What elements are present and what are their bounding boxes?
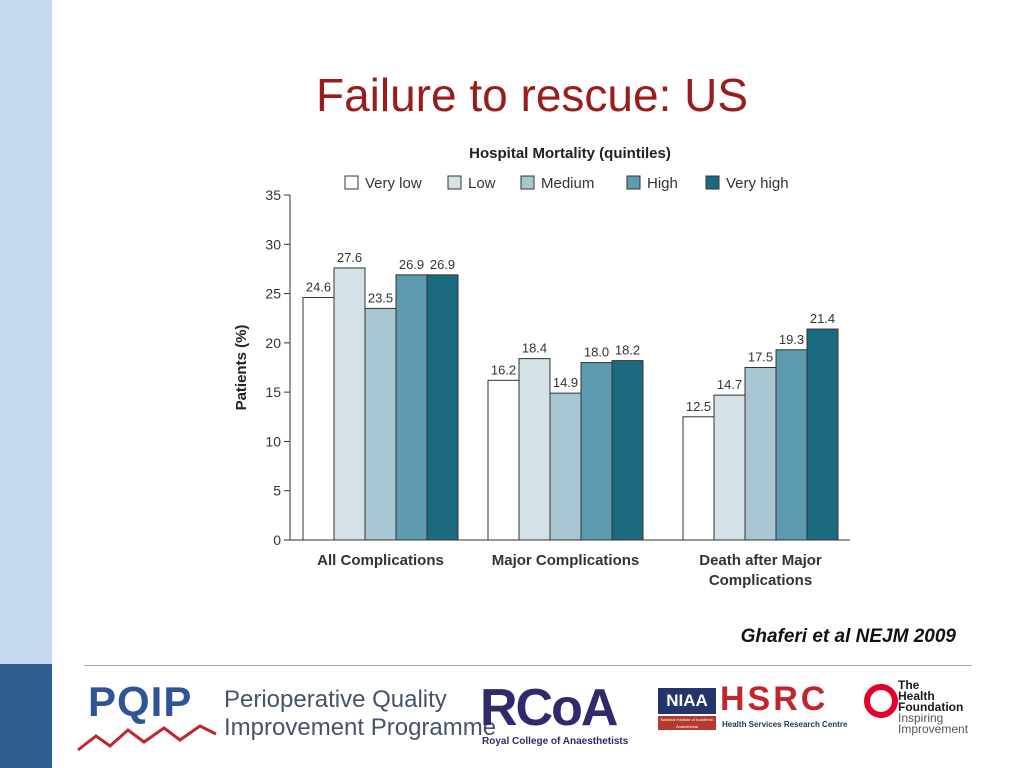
bar-1-1	[302, 297, 335, 541]
footer-divider	[84, 665, 972, 666]
bar-2-5	[611, 360, 644, 541]
y-tick-label-3: 15	[265, 384, 281, 400]
legend-label-3: Medium	[541, 175, 594, 192]
pqip-logo-text: Perioperative Quality Improvement Progra…	[224, 686, 496, 742]
legend-swatch-5	[705, 175, 720, 190]
x-category-label-2-1: Major Complications	[492, 552, 640, 569]
bar-chart: Hospital Mortality (quintiles) Very low Lo…	[233, 145, 850, 589]
x-category-label-3-2: Complications	[709, 572, 812, 589]
bar-3-1	[682, 416, 715, 541]
health-line-1: The	[898, 678, 920, 692]
hsrc-logo-subtitle: Health Services Research Centre	[722, 720, 848, 729]
data-label-2-1: 16.2	[491, 362, 516, 377]
data-label-3-5: 21.4	[810, 311, 835, 326]
slide-title: Failure to rescue: US	[315, 69, 749, 121]
health-foundation-text: The Health Foundation Inspiring Improvem…	[898, 678, 969, 736]
pqip-logo-mark: PQIP	[88, 678, 193, 725]
data-label-3-2: 14.7	[717, 377, 742, 392]
rcoa-logo-subtitle: Royal College of Anaesthetists	[482, 736, 629, 747]
y-tick-label-1: 5	[273, 483, 281, 499]
legend-swatch-3	[520, 175, 535, 190]
x-category-label-3-1: Death after Major	[699, 552, 822, 569]
y-tick-label-2: 10	[265, 433, 281, 449]
bar-3-3	[744, 367, 777, 541]
hsrc-logo-mark: HSRC	[720, 680, 829, 718]
data-label-2-3: 14.9	[553, 375, 578, 390]
health-foundation-logo: The Health Foundation Inspiring Improvem…	[862, 676, 992, 756]
y-tick-label-0: 0	[273, 532, 281, 548]
bar-1-3	[364, 307, 397, 541]
health-foundation-ring-icon	[864, 684, 898, 718]
rcoa-logo: RCoA Royal College of Anaesthetists	[478, 676, 648, 756]
data-label-1-1: 24.6	[306, 280, 331, 295]
data-label-3-4: 19.3	[779, 332, 804, 347]
bar-2-2	[518, 358, 551, 541]
sidebar-accent-light	[0, 0, 52, 664]
y-tick-label-6: 30	[265, 236, 281, 252]
data-label-1-5: 26.9	[430, 257, 455, 272]
legend-label-2: Low	[468, 175, 496, 192]
data-label-2-2: 18.4	[522, 341, 547, 356]
data-label-1-2: 27.6	[337, 250, 362, 265]
legend-label-5: Very high	[726, 175, 789, 192]
bar-1-4	[395, 274, 428, 541]
pqip-line-1: Perioperative Quality	[224, 686, 447, 713]
pqip-zigzag-icon	[77, 724, 217, 752]
chart-title: Hospital Mortality (quintiles)	[469, 145, 671, 162]
bar-3-4	[775, 349, 808, 541]
pqip-line-2: Improvement Programme	[224, 714, 497, 741]
niaa-logo-subtitle: National Institute of Academic Anaesthes…	[658, 716, 716, 730]
legend-label-4: High	[647, 175, 678, 192]
legend-swatch-4	[626, 175, 641, 190]
bar-1-5	[426, 274, 459, 541]
niaa-hsrc-logo: NIAA National Institute of Academic Anae…	[658, 676, 848, 756]
sidebar-accent-dark	[0, 664, 52, 768]
health-line-5: Improvement	[898, 722, 969, 736]
data-label-3-3: 17.5	[748, 350, 773, 365]
data-label-2-5: 18.2	[615, 343, 640, 358]
rcoa-logo-mark: RCoA	[480, 679, 618, 737]
x-category-label-1-1: All Complications	[317, 552, 444, 569]
data-label-1-3: 23.5	[368, 290, 393, 305]
y-tick-label-7: 35	[265, 187, 281, 203]
data-label-3-1: 12.5	[686, 399, 711, 414]
pqip-logo: PQIP Perioperative Quality Improvement P…	[76, 676, 496, 756]
y-tick-label-5: 25	[265, 286, 281, 302]
legend-swatch-2	[447, 175, 462, 190]
health-line-4: Inspiring	[898, 711, 944, 725]
bar-2-3	[549, 392, 582, 541]
data-label-2-4: 18.0	[584, 345, 609, 360]
health-line-3: Foundation	[898, 700, 964, 714]
legend-swatch-1	[344, 175, 359, 190]
niaa-logo-mark: NIAA	[658, 688, 716, 714]
bar-3-2	[713, 394, 746, 541]
legend-label-1: Very low	[365, 175, 422, 192]
bar-3-5	[806, 328, 839, 541]
bar-2-1	[487, 379, 520, 541]
bar-1-2	[333, 267, 366, 541]
bar-2-4	[580, 362, 613, 541]
data-label-1-4: 26.9	[399, 257, 424, 272]
health-line-2: Health	[898, 689, 935, 703]
citation: Ghaferi et al NEJM 2009	[740, 626, 956, 647]
y-tick-label-4: 20	[265, 335, 281, 351]
y-axis-label: Patients (%)	[233, 325, 250, 411]
